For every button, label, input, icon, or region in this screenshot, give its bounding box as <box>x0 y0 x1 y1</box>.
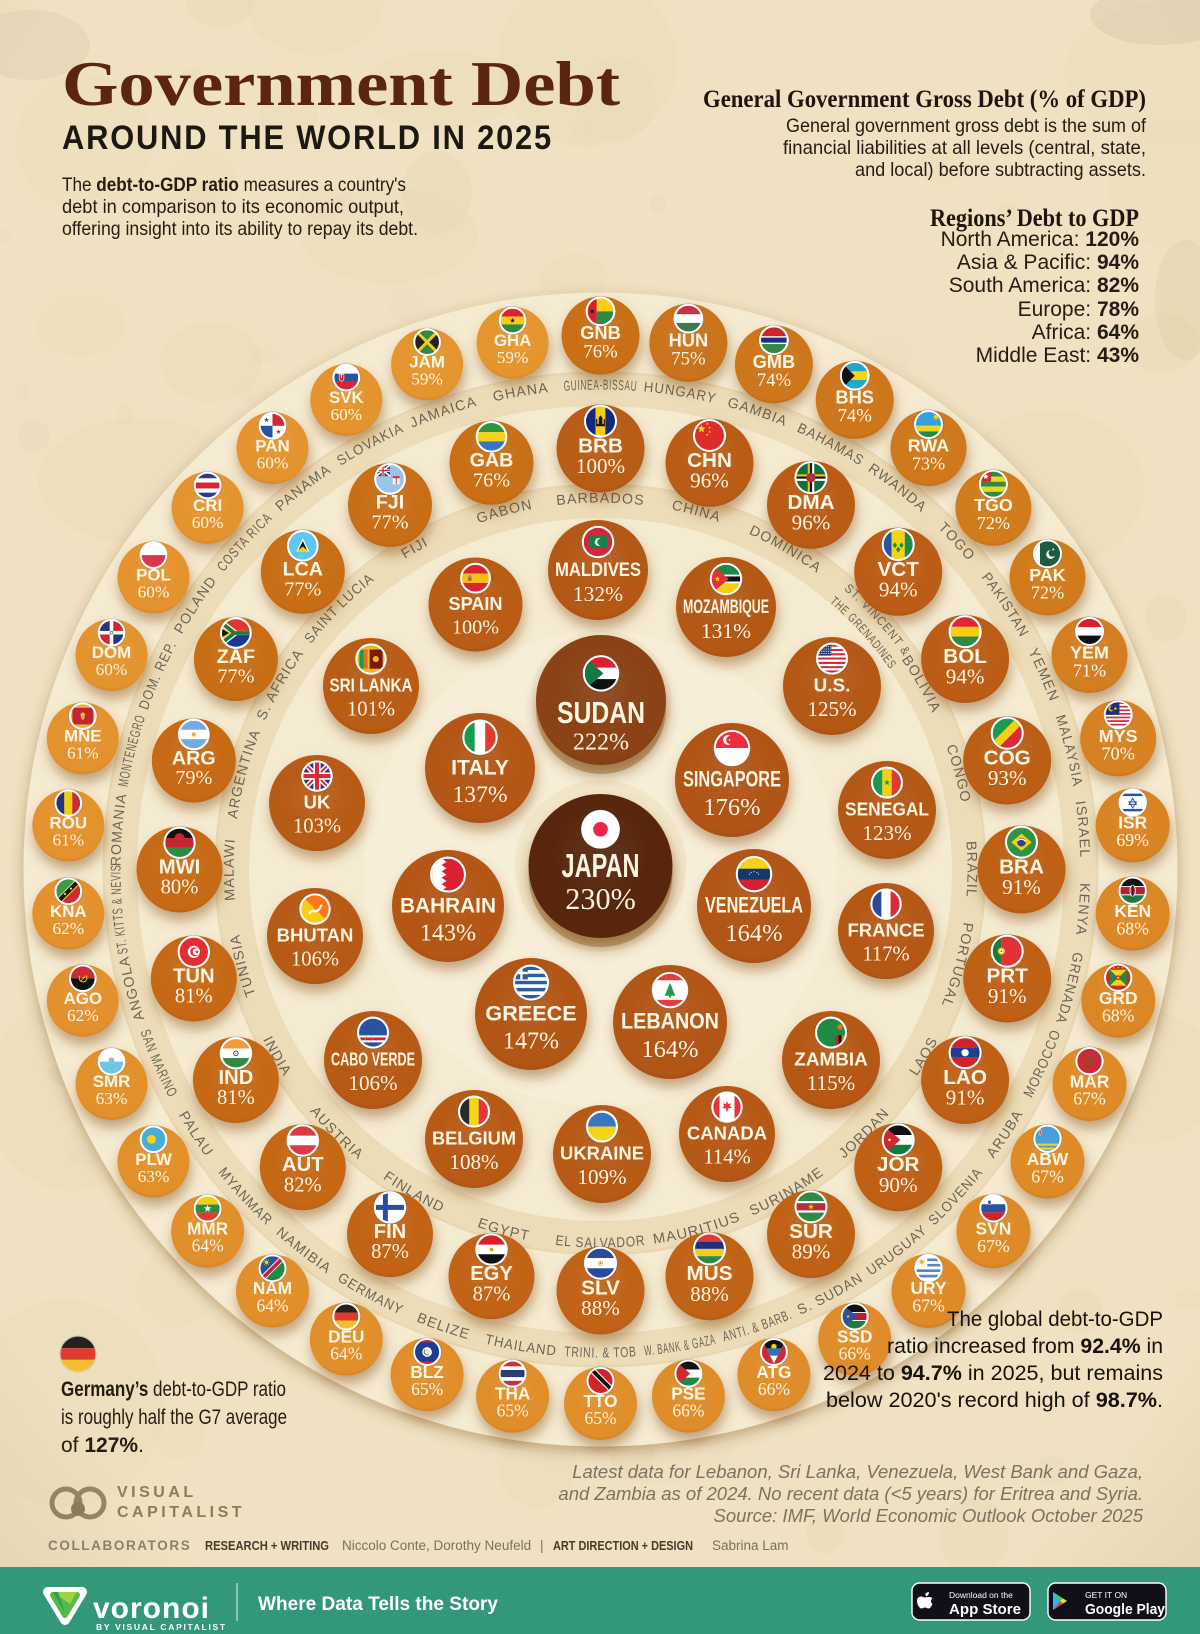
svg-text:Where Data Tells the Story: Where Data Tells the Story <box>258 1593 498 1615</box>
svg-text:voronoi: voronoi <box>93 1592 210 1625</box>
svg-text:Download on the: Download on the <box>949 1590 1013 1600</box>
svg-text:GET IT ON: GET IT ON <box>1085 1590 1127 1600</box>
svg-text:BY VISUAL CAPITALIST: BY VISUAL CAPITALIST <box>96 1622 227 1632</box>
svg-text:App Store: App Store <box>949 1602 1021 1618</box>
svg-text:Google Play: Google Play <box>1085 1602 1165 1618</box>
